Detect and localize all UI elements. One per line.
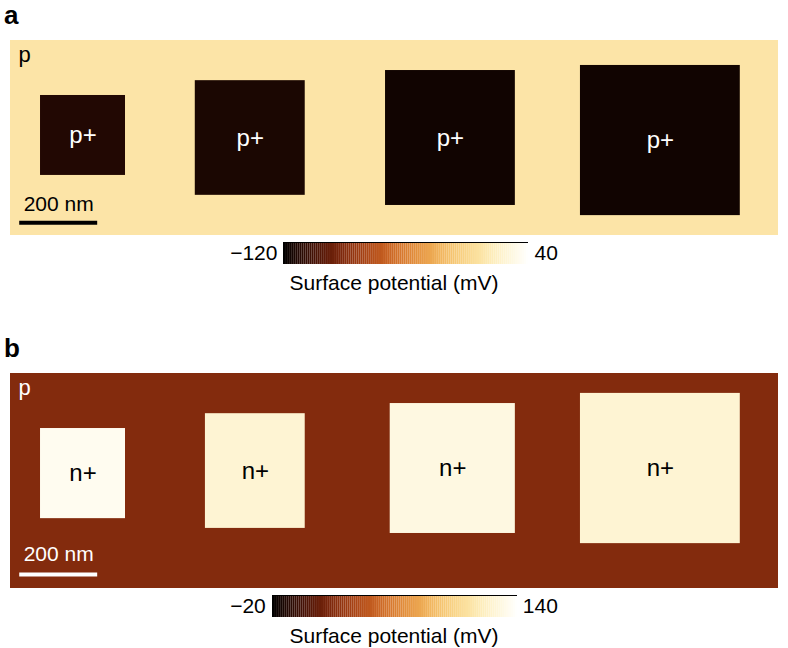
svg-text:n+: n+ (439, 454, 466, 481)
svg-text:p: p (19, 42, 31, 67)
svg-text:p+: p+ (237, 124, 264, 151)
svg-text:p: p (19, 375, 31, 400)
svg-text:n+: n+ (69, 459, 96, 486)
svg-text:n+: n+ (242, 457, 269, 484)
svg-text:p+: p+ (647, 126, 674, 153)
html-text:−20: −20 (230, 594, 266, 617)
svg-text:p+: p+ (69, 121, 96, 148)
html-text:a: a (4, 0, 19, 30)
html-text:140: 140 (522, 594, 558, 617)
html-text:b: b (4, 333, 20, 363)
svg-text:n+: n+ (647, 454, 674, 481)
html-text:−120: −120 (230, 241, 278, 264)
html-text:Surface potential (mV): Surface potential (mV) (289, 271, 499, 294)
html-text:40: 40 (534, 241, 558, 264)
html-text:Surface potential (mV): Surface potential (mV) (289, 624, 499, 647)
svg-text:200 nm: 200 nm (24, 192, 94, 215)
svg-text:200 nm: 200 nm (24, 542, 94, 565)
svg-text:p+: p+ (437, 124, 464, 151)
